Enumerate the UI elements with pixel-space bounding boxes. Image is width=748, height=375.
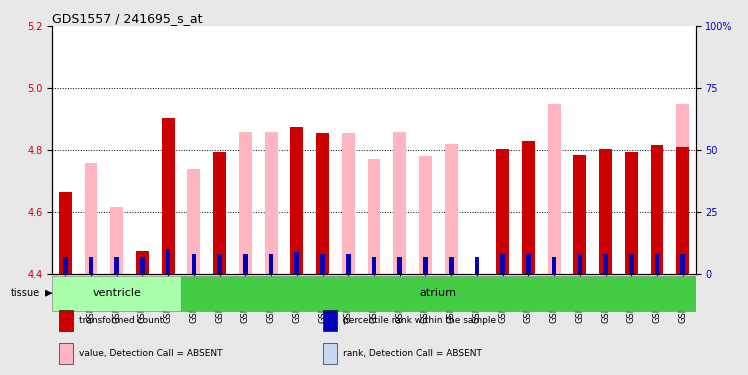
- Bar: [676, 104, 689, 274]
- Bar: [449, 256, 453, 274]
- Bar: [89, 256, 94, 274]
- Bar: [265, 132, 278, 274]
- Bar: [191, 256, 196, 274]
- Bar: [397, 256, 402, 274]
- Bar: [604, 254, 608, 274]
- Bar: [654, 254, 659, 274]
- Bar: [213, 152, 226, 274]
- Bar: [651, 146, 663, 274]
- Bar: [475, 256, 479, 274]
- Bar: [59, 343, 73, 364]
- Bar: [367, 159, 381, 274]
- Bar: [218, 256, 222, 274]
- Bar: [629, 254, 634, 274]
- Bar: [269, 254, 273, 274]
- Bar: [625, 152, 638, 274]
- Bar: [269, 256, 273, 274]
- Bar: [136, 251, 149, 274]
- Bar: [89, 256, 94, 274]
- Bar: [239, 132, 252, 274]
- Bar: [449, 256, 453, 274]
- Bar: [295, 256, 299, 274]
- Bar: [140, 256, 144, 274]
- Bar: [59, 192, 72, 274]
- Bar: [629, 256, 634, 274]
- Bar: [397, 256, 402, 274]
- Bar: [522, 141, 535, 274]
- Text: percentile rank within the sample: percentile rank within the sample: [343, 316, 496, 325]
- Bar: [577, 254, 582, 274]
- Bar: [322, 343, 337, 364]
- Bar: [372, 256, 376, 274]
- Bar: [114, 256, 119, 274]
- Bar: [548, 104, 560, 274]
- Bar: [445, 144, 458, 274]
- Bar: [552, 256, 557, 274]
- Bar: [604, 256, 608, 274]
- Text: GDS1557 / 241695_s_at: GDS1557 / 241695_s_at: [52, 12, 203, 25]
- Text: atrium: atrium: [420, 288, 457, 298]
- Bar: [577, 256, 582, 274]
- Bar: [52, 276, 181, 310]
- Bar: [322, 310, 337, 331]
- Bar: [419, 156, 432, 274]
- Bar: [140, 256, 144, 274]
- Bar: [500, 254, 505, 274]
- Bar: [423, 256, 428, 274]
- Bar: [681, 254, 685, 274]
- Bar: [316, 170, 329, 274]
- Bar: [320, 256, 325, 274]
- Bar: [681, 254, 685, 274]
- Bar: [475, 256, 479, 274]
- Text: ventricle: ventricle: [92, 288, 141, 298]
- Bar: [526, 254, 530, 274]
- Bar: [59, 310, 73, 331]
- Bar: [188, 169, 200, 274]
- Bar: [393, 132, 406, 274]
- Bar: [295, 252, 299, 274]
- Bar: [191, 254, 196, 274]
- Bar: [166, 249, 171, 274]
- Bar: [599, 148, 612, 274]
- Bar: [290, 127, 303, 274]
- Bar: [63, 256, 67, 274]
- Bar: [181, 276, 696, 310]
- Bar: [574, 155, 586, 274]
- Bar: [342, 133, 355, 274]
- Bar: [423, 256, 428, 274]
- Bar: [496, 148, 509, 274]
- Bar: [676, 147, 689, 274]
- Bar: [243, 254, 248, 274]
- Bar: [526, 256, 530, 274]
- Bar: [320, 254, 325, 274]
- Bar: [110, 207, 123, 274]
- Bar: [85, 164, 97, 274]
- Text: rank, Detection Call = ABSENT: rank, Detection Call = ABSENT: [343, 349, 482, 358]
- Bar: [218, 254, 222, 274]
- Bar: [372, 256, 376, 274]
- Bar: [63, 256, 67, 274]
- Bar: [346, 254, 351, 274]
- Text: tissue: tissue: [10, 288, 40, 298]
- Bar: [552, 256, 557, 274]
- Bar: [243, 256, 248, 274]
- Bar: [162, 118, 174, 274]
- Text: transformed count: transformed count: [79, 316, 164, 325]
- Text: value, Detection Call = ABSENT: value, Detection Call = ABSENT: [79, 349, 223, 358]
- Bar: [500, 256, 505, 274]
- Bar: [114, 256, 119, 274]
- Bar: [346, 256, 351, 274]
- Bar: [316, 133, 329, 274]
- Bar: [654, 256, 659, 274]
